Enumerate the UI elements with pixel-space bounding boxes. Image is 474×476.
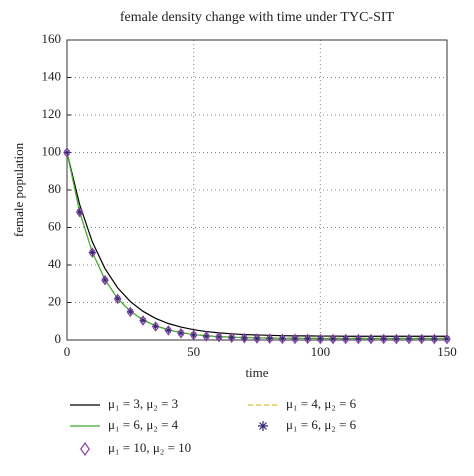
legend-label: μ₁ = 3, μ₂ = 3 — [108, 396, 178, 411]
asterisk-marker — [342, 335, 350, 343]
y-tick-label: 100 — [42, 143, 62, 158]
asterisk-marker — [177, 329, 185, 337]
y-tick-label: 40 — [48, 256, 61, 271]
diamond-marker — [291, 333, 299, 345]
series-line — [66, 152, 447, 339]
asterisk-marker — [228, 334, 236, 342]
legend-swatch — [80, 441, 90, 457]
legend-label: μ₁ = 6, μ₂ = 4 — [108, 417, 179, 432]
asterisk-marker — [405, 335, 413, 343]
chart-title: female density change with time under TY… — [120, 10, 395, 25]
diamond-marker — [189, 329, 198, 341]
y-axis-label: female population — [11, 142, 26, 237]
series-line — [66, 152, 447, 340]
legend-label: μ₁ = 6, μ₂ = 6 — [286, 417, 357, 432]
diamond-marker — [417, 333, 426, 345]
diamond-marker — [405, 333, 413, 345]
diamond-marker — [316, 333, 325, 345]
asterisk-marker — [164, 326, 172, 334]
diamond-marker — [303, 333, 312, 345]
diamond-marker — [202, 331, 211, 342]
diamond-marker — [265, 333, 274, 345]
y-tick-label: 160 — [42, 31, 62, 46]
asterisk-marker — [190, 331, 198, 339]
series-line — [66, 152, 447, 337]
y-tick-label: 0 — [55, 331, 62, 346]
asterisk-marker — [367, 335, 375, 343]
asterisk-marker — [291, 335, 299, 343]
x-axis-label: time — [245, 365, 268, 380]
diamond-marker — [253, 333, 261, 344]
asterisk-marker — [304, 335, 312, 343]
asterisk-marker — [443, 335, 451, 343]
diamond-marker — [177, 327, 185, 339]
asterisk-marker — [202, 332, 210, 340]
diamond-marker — [101, 274, 109, 286]
x-tick-label: 50 — [187, 344, 200, 359]
y-tick-label: 140 — [42, 68, 62, 83]
asterisk-marker — [329, 335, 337, 343]
asterisk-marker — [101, 276, 109, 284]
diamond-marker — [75, 206, 84, 218]
y-tick-label: 60 — [48, 218, 61, 233]
y-tick-label: 80 — [48, 181, 61, 196]
x-tick-label: 0 — [64, 344, 71, 359]
asterisk-marker — [240, 334, 248, 342]
legend-label: μ₁ = 4, μ₂ = 6 — [286, 396, 357, 411]
asterisk-marker — [152, 322, 160, 330]
asterisk-marker — [418, 335, 426, 343]
asterisk-marker — [278, 335, 286, 343]
x-tick-label: 150 — [437, 344, 457, 359]
diamond-marker — [63, 147, 71, 158]
diamond-marker — [341, 333, 350, 345]
diamond-marker — [88, 247, 97, 258]
asterisk-marker — [354, 335, 362, 343]
legend-label: μ₁ = 10, μ₂ = 10 — [108, 440, 191, 455]
diamond-marker — [443, 333, 451, 345]
asterisk-marker — [114, 295, 122, 303]
x-tick-label: 100 — [311, 344, 331, 359]
diamond-marker — [278, 333, 287, 345]
diamond-marker — [354, 333, 363, 345]
asterisk-marker — [126, 308, 134, 316]
diamond-marker — [329, 333, 337, 345]
diamond-marker — [151, 321, 160, 332]
diamond-marker — [430, 333, 439, 345]
asterisk-marker — [266, 335, 274, 342]
diamond-marker — [215, 331, 223, 343]
diamond-marker — [164, 325, 173, 336]
asterisk-marker — [316, 335, 324, 343]
asterisk-marker — [88, 248, 96, 256]
diamond-marker — [240, 332, 249, 344]
asterisk-marker — [430, 335, 438, 343]
diamond-marker — [367, 333, 375, 345]
asterisk-marker — [253, 334, 261, 342]
diamond-marker — [392, 333, 401, 345]
diamond-marker — [113, 293, 122, 305]
asterisk-marker — [139, 316, 147, 324]
asterisk-marker — [392, 335, 400, 343]
diamond-marker — [379, 333, 388, 345]
asterisk-marker — [215, 333, 223, 341]
asterisk-marker — [380, 335, 388, 343]
diamond-marker — [139, 315, 147, 326]
y-tick-label: 120 — [42, 106, 62, 121]
asterisk-marker — [63, 149, 71, 156]
diamond-marker — [227, 332, 236, 344]
diamond-marker — [126, 306, 135, 318]
legend-swatch — [258, 421, 268, 431]
asterisk-marker — [76, 208, 84, 216]
y-tick-label: 20 — [48, 293, 61, 308]
